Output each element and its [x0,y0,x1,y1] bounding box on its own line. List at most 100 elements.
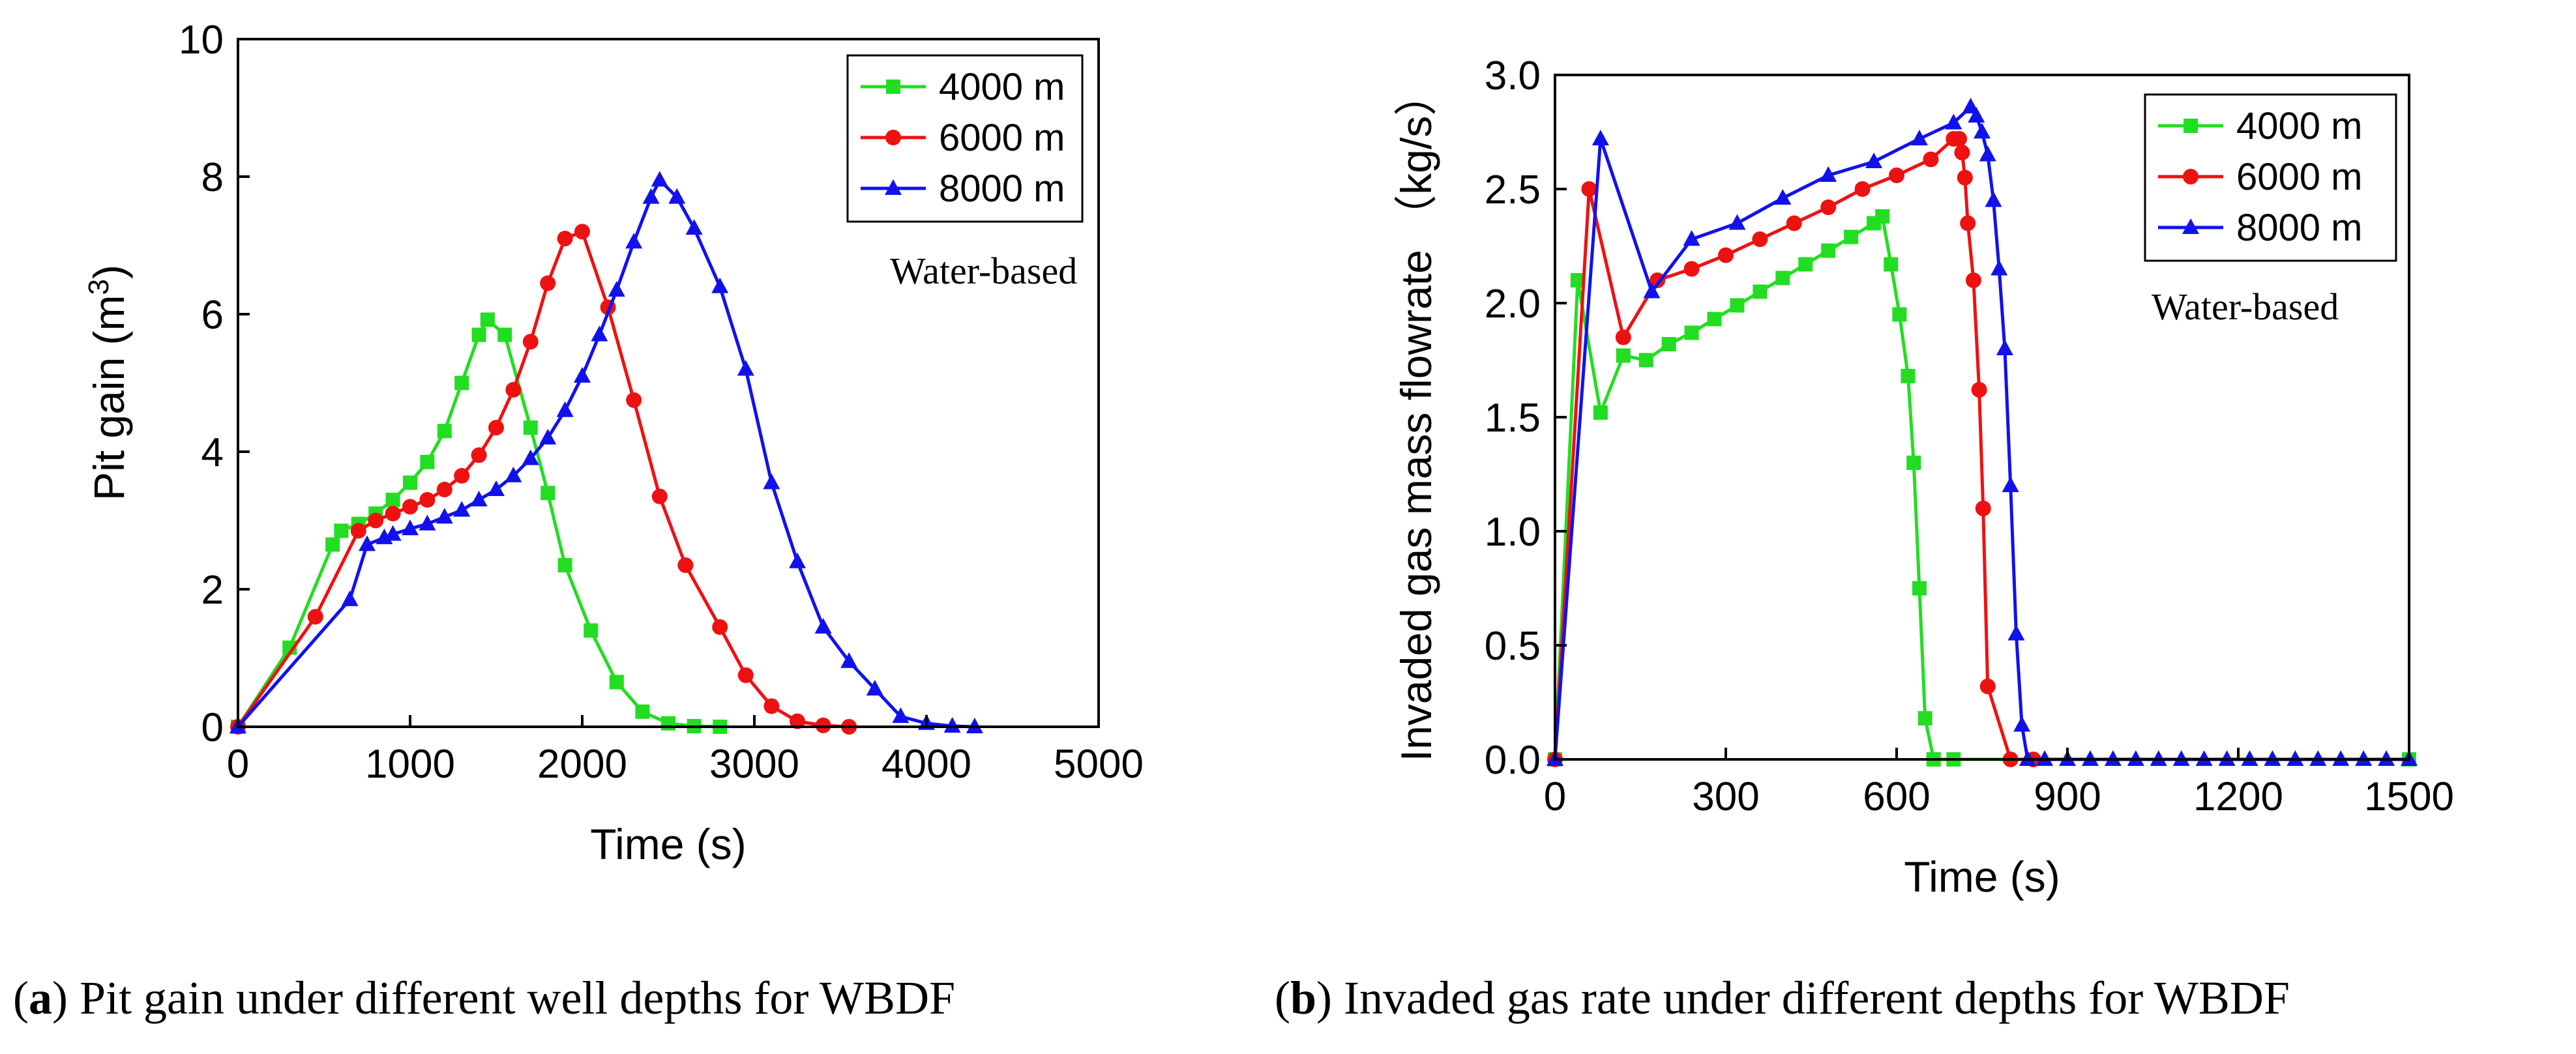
caption-a-label: a [28,972,52,1024]
chart-a-data-point [523,420,538,435]
chart-a-data-point [488,420,504,436]
chart-a-data-point [574,224,590,240]
chart-a-data-point [505,382,522,398]
chart-b-data-point [1718,247,1734,263]
chart-a-data-point [737,360,754,376]
chart-a-data-point [402,520,419,536]
chart-b-y-tick-label: 2.5 [1485,168,1541,212]
chart-a-data-point [626,392,642,408]
chart-a-y-axis-label: Pit gain (m3) [83,265,133,501]
chart-a-data-point [325,537,340,552]
chart-b-data-point [1889,168,1904,183]
chart-b-data-point [1683,261,1700,277]
chart-a-data-point [488,480,505,497]
chart-a-legend-marker [886,80,900,94]
chart-b-data-point [1570,273,1585,287]
chart-a-pit-gain: 0 1000 2000 3000 4000 5000 0 2 4 6 8 10 Time (s) Pi… [83,18,1144,868]
chart-b-data-point [1996,340,2013,355]
chart-a-data-point [763,698,780,714]
chart-b-data-point [1923,151,1939,168]
chart-a-data-point [471,327,486,342]
chart-b-data-point [1707,312,1722,327]
chart-a-legend-label: 8000 m [939,168,1065,210]
chart-a-data-point [385,505,401,521]
chart-b-data-point [1591,130,1609,145]
chart-b-data-point [1979,145,1996,162]
chart-a-data-point [635,704,650,719]
chart-b-data-point [1875,209,1890,224]
chart-a-data-point [625,233,643,249]
chart-b-data-point [2007,624,2025,641]
chart-b-data-point [1844,229,1859,244]
chart-a-data-point [384,525,402,541]
chart-b-data-point [1962,98,1979,113]
chart-b-legend-label: 8000 m [2236,207,2362,249]
chart-b-x-tick-label: 1200 [2193,774,2283,819]
chart-b-data-point [1684,325,1699,340]
chart-b-data-point [1901,369,1916,383]
chart-b-y-tick-label: 2.0 [1485,282,1541,327]
chart-b-gas-flowrate: 0 300 600 900 1200 15000.00.51.01.52.02.53.0 … [1392,53,2454,901]
chart-a-x-tick-label: 4000 [881,742,971,787]
chart-a-data-point [556,401,574,417]
chart-b-y-tick-label: 3.0 [1485,53,1541,98]
chart-b-data-point [1974,123,1991,139]
chart-a-legend: 4000 m 6000 m 8000 m [846,54,1084,223]
chart-a-data-point [584,623,599,638]
chart-a-data-point [454,467,470,484]
chart-b-data-point [1638,353,1653,368]
chart-b-data-point [1615,329,1631,345]
chart-a-series-line [236,317,720,729]
chart-a-x-tick-label: 3000 [709,742,799,787]
chart-b-data-point [1960,215,1976,231]
chart-a-data-point [557,558,572,573]
chart-a-y-tick-label: 6 [201,293,224,338]
chart-a-data-point [608,281,625,297]
chart-b-data-point [1753,284,1768,299]
chart-b-series-4000m [1548,209,2416,767]
chart-a-data-point [591,325,608,342]
chart-b-data-point [1616,348,1631,363]
chart-a-data-point [436,508,453,524]
chart-a-plot-frame [237,38,1100,728]
chart-b-data-point [1917,711,1932,725]
chart-b-y-tick-label: 0.0 [1485,738,1541,783]
chart-b-data-point [1774,189,1792,205]
chart-a-data-point [712,619,728,636]
chart-a-data-point [341,590,359,606]
chart-a-data-point [685,219,703,235]
chart-b-legend-marker [2184,119,2198,133]
chart-b-data-point [1730,298,1745,313]
chart-a-legend-marker [885,179,902,195]
chart-b-data-point [1968,107,1985,123]
chart-a-y-tick-label: 2 [201,568,224,613]
chart-a-data-point [471,447,487,463]
chart-b-data-point [1820,166,1837,182]
chart-a-x-tick-label: 5000 [1054,742,1144,787]
caption-a: (a) Pit gain under different well depths… [13,972,956,1024]
chart-a-data-point [661,716,675,731]
chart-a-y-tick-label: 8 [201,155,224,200]
chart-b-data-point [1965,272,1981,288]
chart-a-data-point [359,535,376,551]
chart-b-data-point [1906,456,1921,470]
chart-b-legend: 4000 m 6000 m 8000 m [2144,93,2397,262]
chart-a-data-point [539,428,557,445]
chart-b-data-point [1581,181,1597,197]
chart-a-data-point [282,640,297,655]
chart-b-data-point [1971,382,1987,398]
chart-b-legend-label: 4000 m [2236,105,2362,147]
caption-b-text: Invaded gas rate under different depths … [1344,972,2290,1024]
chart-a-data-point [437,424,452,439]
chart-b-x-tick-label: 600 [1863,774,1930,819]
chart-b-y-tick-label: 1.0 [1485,510,1541,555]
chart-a-series-8000m [229,171,983,733]
chart-b-y-tick-label: 1.5 [1485,396,1541,441]
chart-a-data-point [651,488,668,505]
chart-a-data-point [419,491,436,508]
chart-a-series-line [237,178,975,729]
chart-a-data-point [522,449,539,465]
chart-b-legend-marker [2183,169,2198,184]
chart-a-x-axis-label: Time (s) [590,820,747,868]
